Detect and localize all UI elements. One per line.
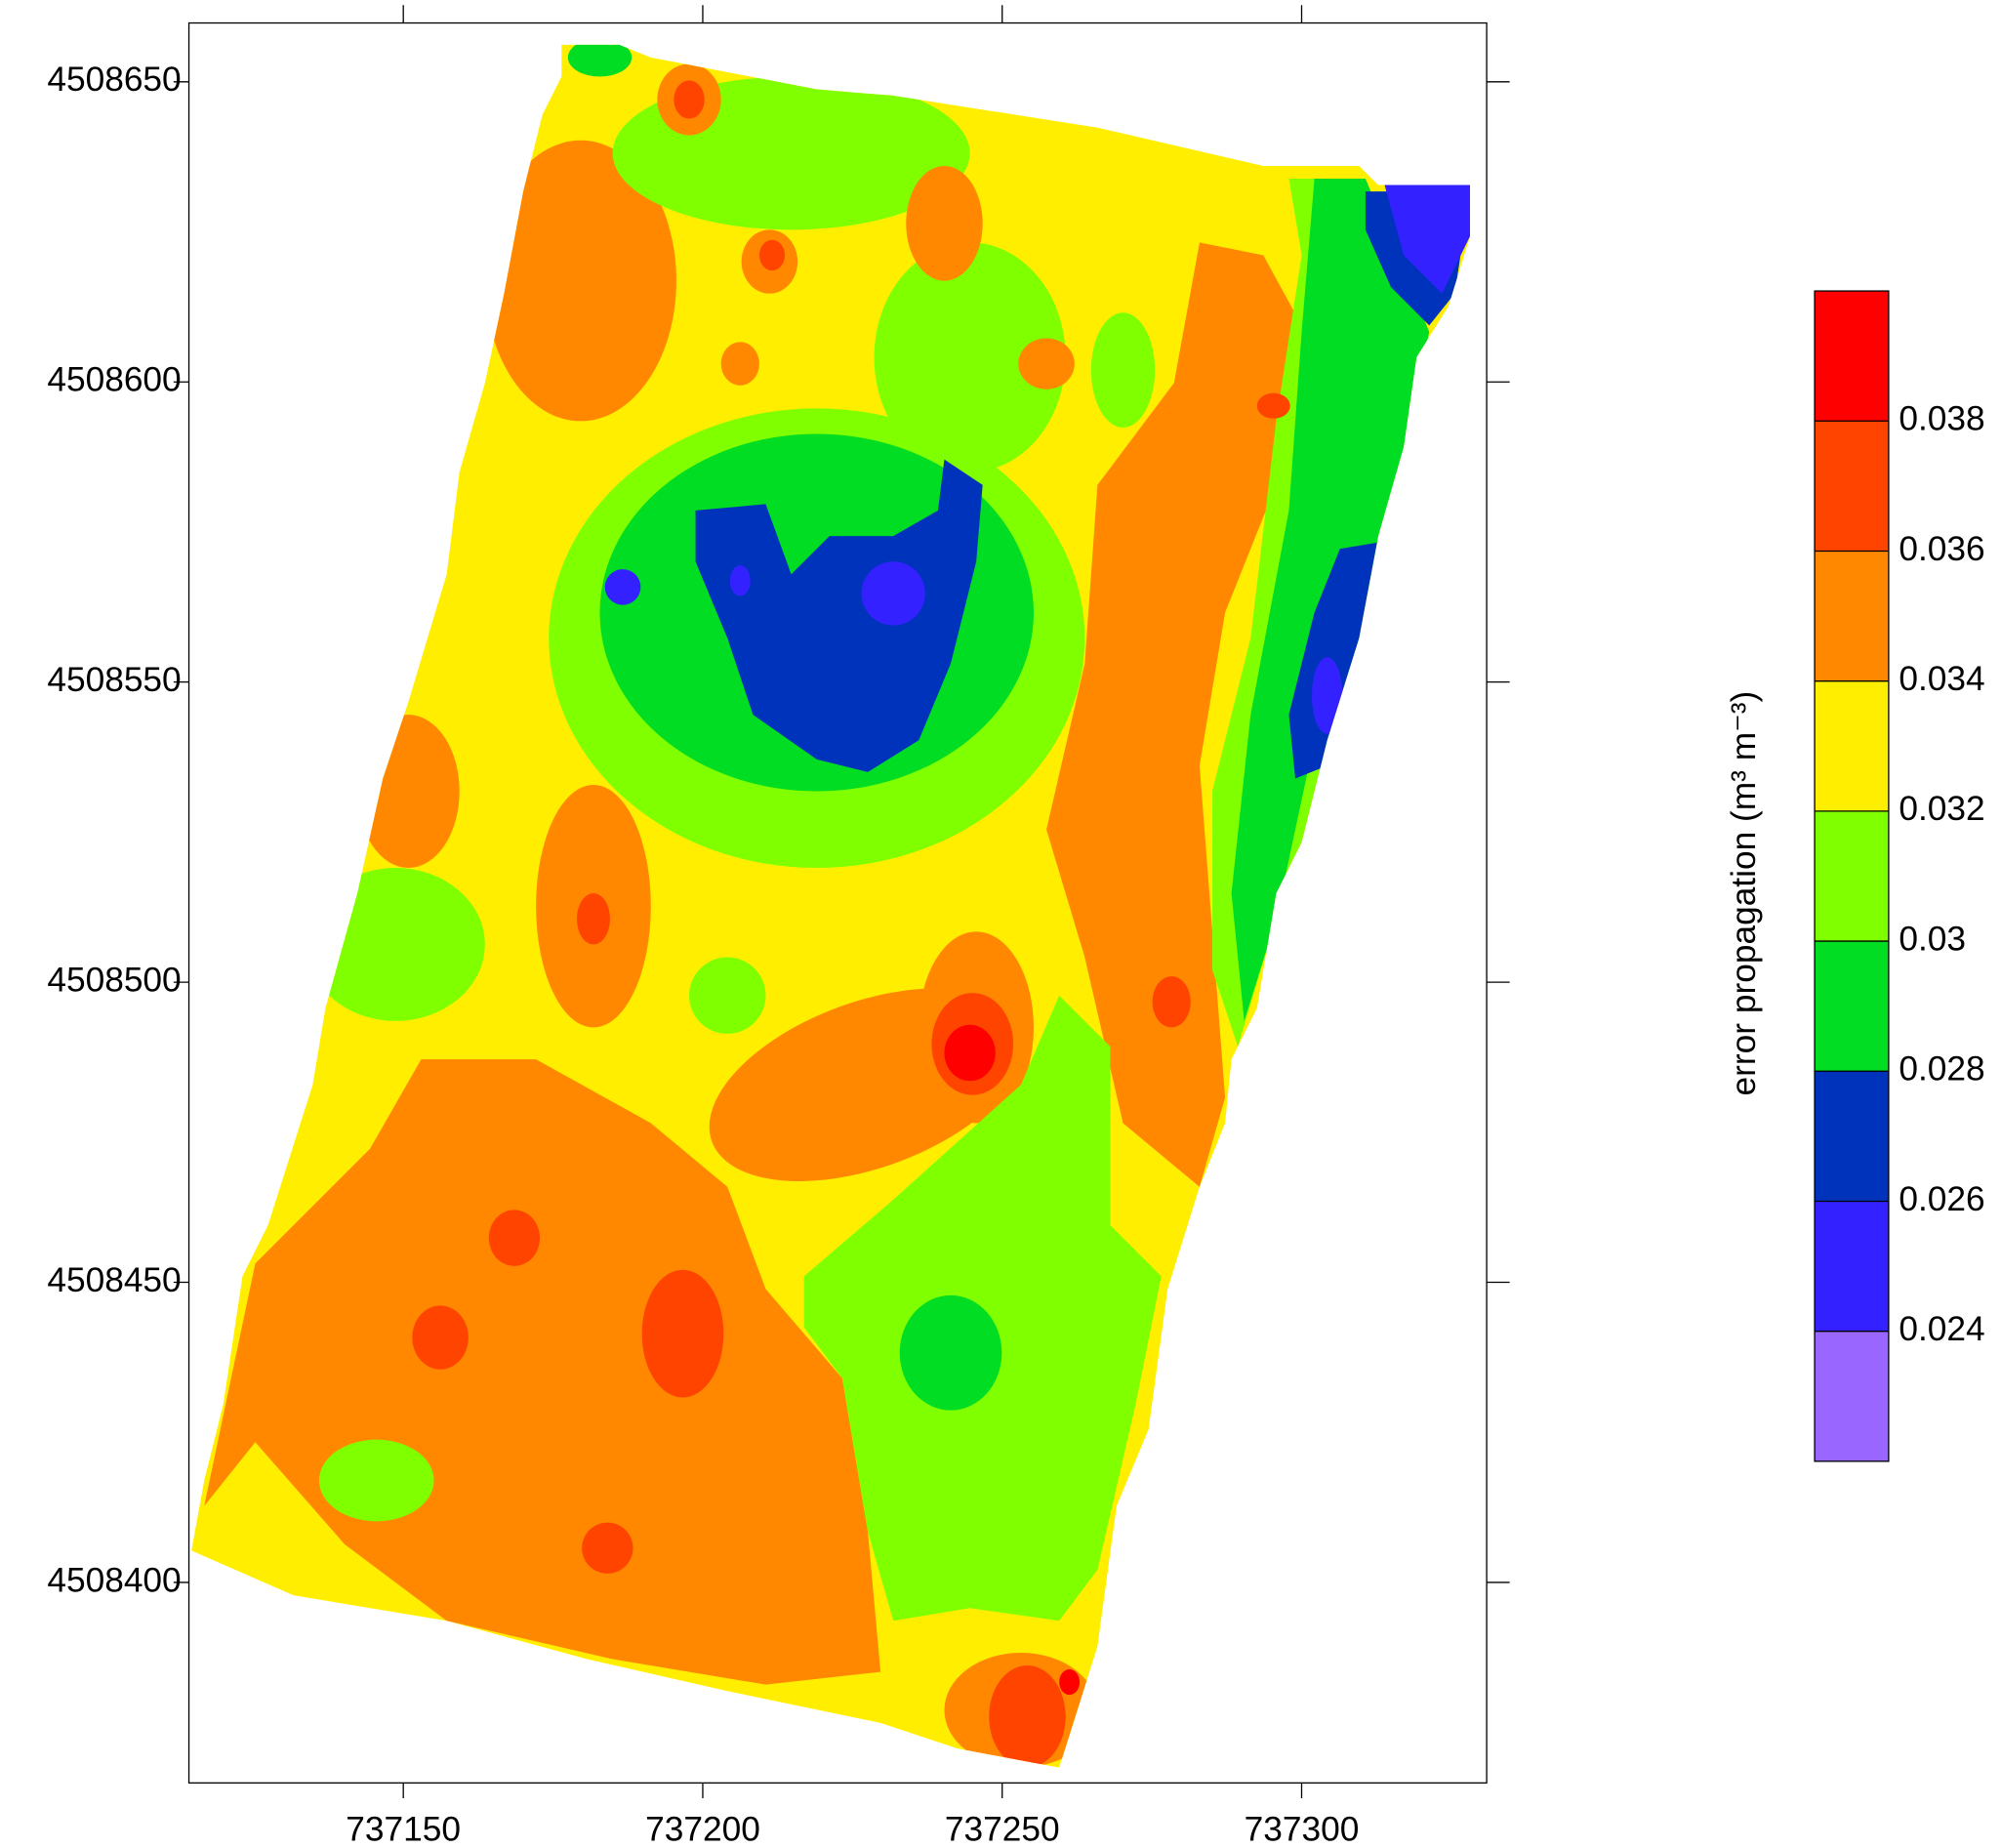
colorbar-tick-label: 0.028 [1899,1050,1984,1088]
y-tick-label: 4508650 [47,61,181,99]
colorbar-tick-label: 0.038 [1899,400,1984,438]
contour-region [758,239,786,271]
contour-region [689,957,766,1034]
colorbar-swatch [1815,1071,1889,1202]
contour-region [720,342,759,386]
colorbar-swatch [1815,1331,1889,1461]
y-tick-label: 4508600 [47,361,181,399]
colorbar-tick-label: 0.032 [1899,790,1984,828]
colorbar-swatch [1815,291,1889,422]
contour-map [191,44,1471,1768]
contour-region [1384,185,1471,294]
contour-region [1152,976,1191,1028]
contour-region [306,867,485,1021]
contour-region [1288,542,1378,779]
contour-region [204,1059,881,1685]
contour-region [1311,657,1343,734]
contour-region [318,1439,434,1522]
x-tick-label: 737150 [346,1810,461,1848]
colorbar-swatch [1815,680,1889,811]
contour-region [582,1522,633,1574]
y-tick-label: 4508400 [47,1561,181,1599]
contour-region [729,565,751,596]
x-tick-label: 737250 [945,1810,1060,1848]
colorbar-tick-label: 0.026 [1899,1180,1984,1218]
contour-region [989,1665,1066,1768]
x-tick-label: 737200 [645,1810,760,1848]
colorbar-swatch [1815,421,1889,552]
contour-region [944,1024,996,1082]
colorbar-tick-label: 0.036 [1899,530,1984,568]
y-tick-label: 4508450 [47,1261,181,1299]
contour-region [861,561,925,626]
contour-region [1059,1668,1081,1696]
contour-region [412,1305,469,1370]
x-tick-label: 737300 [1245,1810,1360,1848]
colorbar-tick-label: 0.034 [1899,660,1984,698]
contour-region [899,1294,1002,1411]
y-tick-label: 4508550 [47,661,181,699]
contour-region [1018,338,1075,390]
contour-region [488,1210,541,1266]
colorbar-swatch [1815,941,1889,1072]
contour-region [874,242,1066,472]
contour-region [674,80,705,119]
colorbar-swatch [1815,810,1889,942]
y-tick-label: 4508500 [47,961,181,999]
contour-region [641,1269,724,1398]
contour-region [695,459,983,772]
colorbar-label: error propagation (m³ m⁻³) [1725,691,1763,1096]
contour-region [1090,312,1156,428]
contour-region [1256,392,1290,419]
contour-region [576,893,610,945]
contour-region [906,165,983,281]
colorbar-swatch [1815,551,1889,681]
plot-frame [187,21,1488,1784]
contour-region [1046,242,1340,1187]
colorbar-tick-label: 0.024 [1899,1310,1984,1348]
contour-region [567,44,633,77]
colorbar-frame [1814,290,1890,1462]
colorbar-tick-label: 0.03 [1899,920,1966,958]
contour-region [357,715,460,868]
colorbar-swatch [1815,1201,1889,1332]
contour-region [604,569,641,605]
contour-region [484,140,676,422]
